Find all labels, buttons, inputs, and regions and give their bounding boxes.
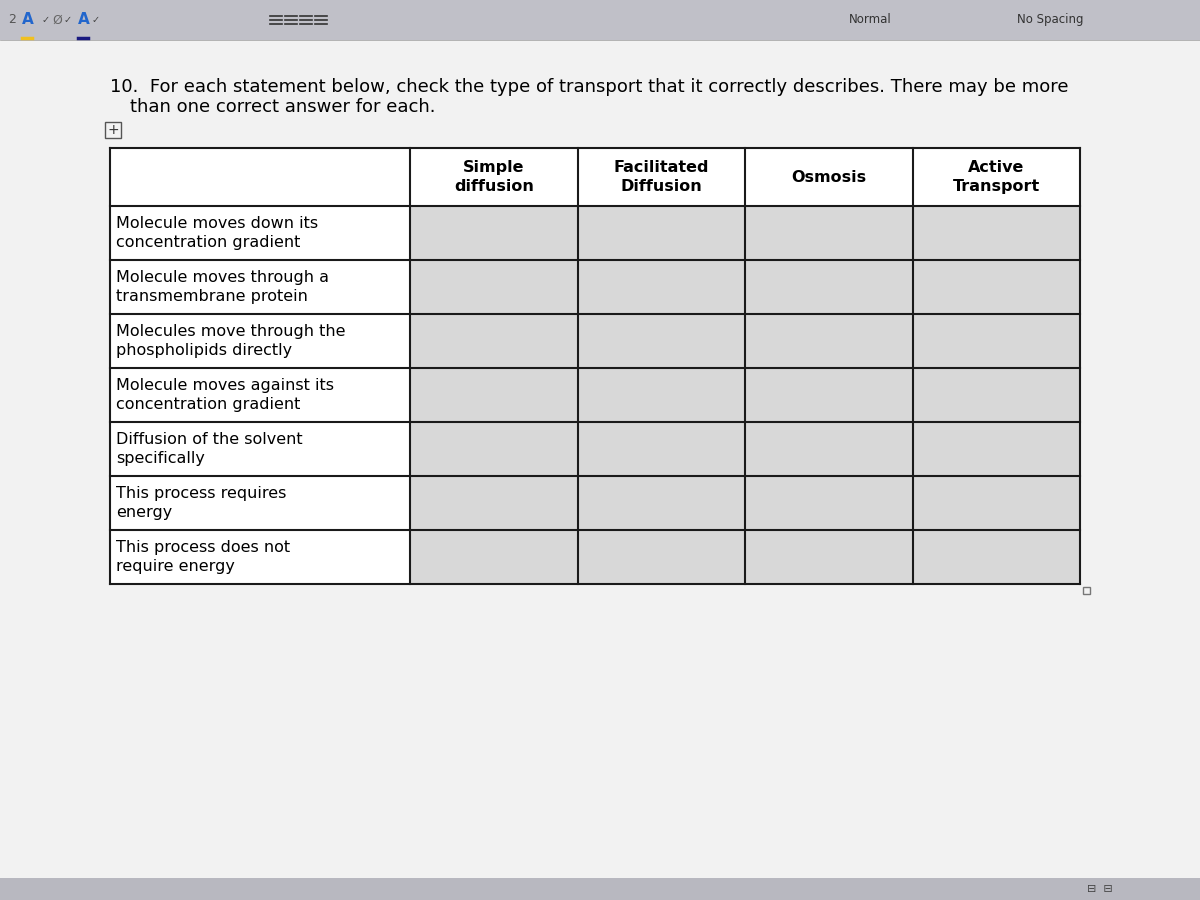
Text: Normal: Normal [848, 14, 892, 26]
Text: 10.  For each statement below, check the type of transport that it correctly des: 10. For each statement below, check the … [110, 78, 1068, 96]
Text: +: + [107, 123, 119, 137]
Text: Molecules move through the
phospholipids directly: Molecules move through the phospholipids… [116, 324, 346, 358]
Text: ✓: ✓ [42, 14, 50, 25]
Bar [110, 206, 410, 260]
Bar [110, 260, 410, 314]
Bar [0, 878, 1200, 900]
Bar [110, 476, 410, 530]
Text: ✓: ✓ [92, 14, 100, 25]
Text: This process requires
energy: This process requires energy [116, 486, 287, 520]
Text: Active
Transport: Active Transport [953, 160, 1040, 194]
Text: This process does not
require energy: This process does not require energy [116, 540, 290, 574]
Bar [0, 0, 1200, 40]
Text: Molecule moves through a
transmembrane protein: Molecule moves through a transmembrane p… [116, 270, 329, 304]
Bar [110, 530, 410, 584]
Text: Ø: Ø [52, 14, 62, 26]
Text: ✓: ✓ [64, 14, 72, 25]
Text: Molecule moves against its
concentration gradient: Molecule moves against its concentration… [116, 378, 334, 412]
Text: ⊟  ⊟: ⊟ ⊟ [1087, 884, 1112, 894]
Bar [106, 122, 121, 138]
Text: Facilitated
Diffusion: Facilitated Diffusion [613, 160, 709, 194]
Text: Osmosis: Osmosis [791, 169, 866, 184]
Text: A: A [22, 13, 34, 27]
Text: than one correct answer for each.: than one correct answer for each. [130, 98, 436, 116]
Bar [110, 148, 1080, 206]
Text: Molecule moves down its
concentration gradient: Molecule moves down its concentration gr… [116, 216, 318, 250]
Bar [110, 148, 1080, 584]
Text: No Spacing: No Spacing [1016, 14, 1084, 26]
Text: A: A [78, 13, 90, 27]
Bar [110, 422, 410, 476]
Bar [110, 368, 410, 422]
Text: Diffusion of the solvent
specifically: Diffusion of the solvent specifically [116, 432, 302, 466]
Bar [110, 314, 410, 368]
Bar [1084, 587, 1090, 594]
Text: 2: 2 [8, 14, 16, 26]
Text: Simple
diffusion: Simple diffusion [454, 160, 534, 194]
